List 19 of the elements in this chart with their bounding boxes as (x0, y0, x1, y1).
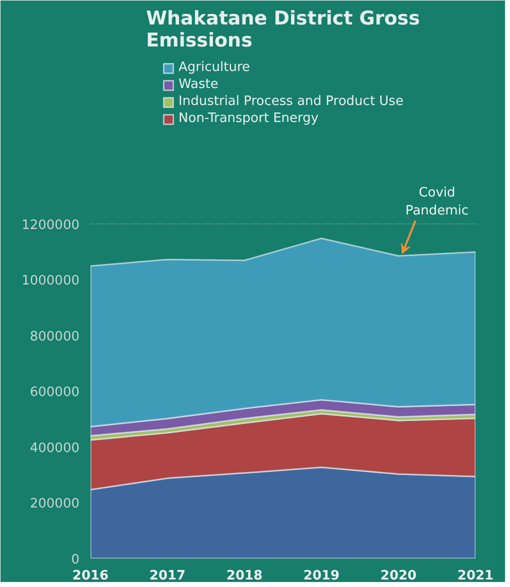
x-tick-label: 2018 (226, 568, 263, 584)
y-tick-label: 200000 (30, 496, 80, 512)
legend-label: Non-Transport Energy (178, 111, 319, 126)
y-tick-label: 600000 (30, 385, 80, 400)
y-tick-label: 1000000 (22, 274, 80, 289)
x-tick-label: 2020 (380, 568, 417, 584)
legend-label: Agriculture (178, 60, 250, 75)
chart-title: Whakatane District Gross Emissions (146, 8, 420, 52)
y-tick-label: 800000 (30, 329, 80, 344)
x-tick-label: 2019 (303, 568, 340, 584)
y-tick-label: 400000 (30, 440, 80, 456)
x-tick-label: 2016 (72, 568, 109, 584)
y-tick-label: 1200000 (22, 218, 80, 233)
legend-label: Waste (178, 77, 218, 92)
y-tick-label: 0 (71, 552, 80, 568)
x-tick-label: 2017 (149, 568, 186, 584)
annotation: Covid Pandemic (405, 185, 469, 218)
legend-label: Industrial Process and Product Use (178, 94, 404, 109)
x-tick-label: 2021 (457, 568, 494, 584)
